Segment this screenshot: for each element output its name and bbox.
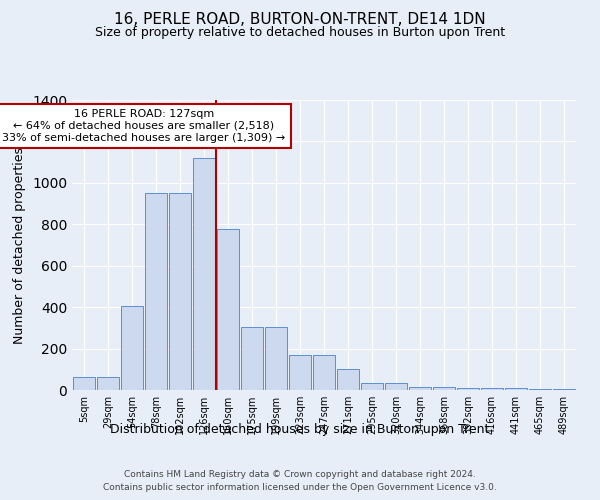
Bar [121, 306, 143, 390]
Bar [145, 193, 167, 390]
Bar [217, 230, 239, 390]
Bar [241, 327, 263, 390]
Bar [529, 389, 551, 390]
Text: 16 PERLE ROAD: 127sqm
← 64% of detached houses are smaller (2,518)
33% of semi-d: 16 PERLE ROAD: 127sqm ← 64% of detached … [2, 110, 286, 142]
Bar [409, 387, 431, 390]
Bar [433, 387, 455, 390]
Text: Size of property relative to detached houses in Burton upon Trent: Size of property relative to detached ho… [95, 26, 505, 39]
Bar [169, 193, 191, 390]
Text: Contains public sector information licensed under the Open Government Licence v3: Contains public sector information licen… [103, 482, 497, 492]
Bar [289, 355, 311, 390]
Bar [505, 388, 527, 390]
Bar [73, 376, 95, 390]
Bar [481, 388, 503, 390]
Bar [457, 388, 479, 390]
Bar [553, 389, 575, 390]
Text: Contains HM Land Registry data © Crown copyright and database right 2024.: Contains HM Land Registry data © Crown c… [124, 470, 476, 479]
Bar [313, 355, 335, 390]
Bar [337, 370, 359, 390]
Bar [193, 158, 215, 390]
Text: 16, PERLE ROAD, BURTON-ON-TRENT, DE14 1DN: 16, PERLE ROAD, BURTON-ON-TRENT, DE14 1D… [114, 12, 486, 28]
Bar [97, 376, 119, 390]
Y-axis label: Number of detached properties: Number of detached properties [13, 146, 26, 344]
Bar [361, 383, 383, 390]
Text: Distribution of detached houses by size in Burton upon Trent: Distribution of detached houses by size … [110, 422, 490, 436]
Bar [265, 327, 287, 390]
Bar [385, 383, 407, 390]
